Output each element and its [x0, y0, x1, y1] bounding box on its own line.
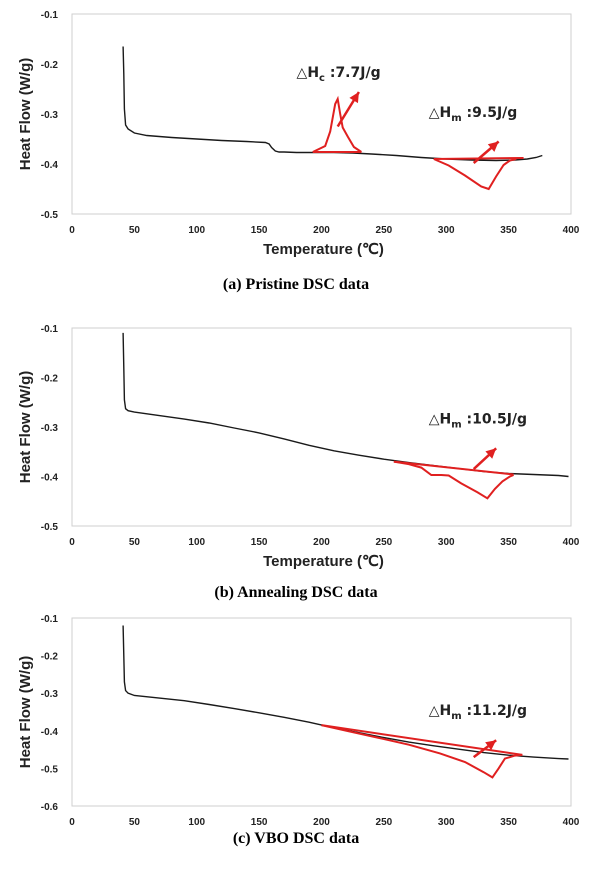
x-tick-label: 400	[563, 225, 580, 236]
peak-outline	[321, 724, 523, 779]
peak-annotation-endo: △Hm :10.5J/g	[393, 412, 527, 500]
x-tick-label: 300	[438, 225, 455, 236]
x-tick-label: 100	[188, 225, 205, 236]
y-tick-label: -0.5	[41, 522, 59, 533]
peak-outline	[433, 158, 517, 191]
figure-caption: (c) VBO DSC data	[232, 830, 360, 847]
y-tick-label: -0.3	[41, 423, 59, 434]
y-tick-label: -0.3	[41, 110, 59, 121]
plot-area	[71, 617, 572, 807]
y-tick-label: -0.2	[41, 374, 59, 385]
peak-outline	[393, 460, 514, 500]
arrow-head	[485, 448, 497, 459]
y-axis-title: Heat Flow (W/g)	[17, 656, 34, 769]
x-tick-label: 50	[129, 225, 141, 236]
x-tick-label: 250	[376, 537, 393, 548]
x-axis-title: Temperature (℃)	[263, 241, 384, 258]
y-tick-label: -0.4	[41, 160, 59, 171]
x-tick-label: 200	[313, 817, 330, 826]
y-tick-label: -0.4	[41, 473, 59, 484]
x-tick-label: 0	[69, 225, 75, 236]
dsc-chart-2: -0.1 -0.2 -0.3 -0.4 -0.5 0 50 100 150 200 250 300 35…	[17, 324, 580, 570]
y-tick-label: -0.1	[41, 10, 59, 21]
x-tick-label: 50	[129, 817, 141, 826]
plot-area	[71, 13, 572, 215]
x-tick-label: 150	[251, 817, 268, 826]
x-tick-label: 300	[438, 817, 455, 826]
enthalpy-label: △Hm :9.5J/g	[429, 105, 518, 124]
y-axis-title: Heat Flow (W/g)	[17, 58, 34, 171]
dsc-chart-3: -0.1 -0.2 -0.3 -0.4 -0.5 -0.6 0 50 100 150 200 250 3…	[17, 614, 580, 826]
x-tick-label: 100	[188, 817, 205, 826]
peak-annotation-endo: △Hm :9.5J/g	[429, 105, 524, 191]
x-tick-label: 400	[563, 817, 580, 826]
figure-caption: (a) Pristine DSC data	[222, 276, 370, 293]
arrow-head	[485, 740, 497, 751]
y-tick-label: -0.1	[41, 324, 59, 335]
y-tick-label: -0.4	[41, 727, 59, 738]
enthalpy-label: △Hc :7.7J/g	[297, 65, 381, 84]
x-tick-label: 0	[69, 817, 75, 826]
x-axis-title: Temperature (℃)	[263, 553, 384, 570]
arrow-head	[349, 92, 359, 104]
x-tick-label: 200	[313, 537, 330, 548]
y-tick-label: -0.1	[41, 614, 59, 625]
peak-baseline	[321, 724, 523, 756]
peak-annotation-exo: △Hc :7.7J/g	[297, 65, 381, 153]
heat-flow-curve	[122, 625, 569, 760]
figure-caption: (b) Annealing DSC data	[214, 584, 378, 601]
enthalpy-label: △Hm :11.2J/g	[429, 703, 527, 722]
x-tick-label: 350	[500, 537, 517, 548]
y-tick-label: -0.6	[41, 802, 59, 813]
y-tick-label: -0.2	[41, 652, 59, 663]
y-axis-title: Heat Flow (W/g)	[17, 371, 34, 484]
enthalpy-label: △Hm :10.5J/g	[429, 412, 527, 431]
y-tick-label: -0.5	[41, 210, 59, 221]
x-tick-label: 350	[500, 817, 517, 826]
arrow-head	[487, 141, 499, 152]
x-tick-label: 150	[251, 537, 268, 548]
y-tick-label: -0.3	[41, 689, 59, 700]
x-tick-label: 0	[69, 537, 75, 548]
x-tick-label: 350	[500, 225, 517, 236]
heat-flow-curve	[122, 46, 543, 162]
peak-outline	[312, 95, 362, 153]
peak-annotation-endo: △Hm :11.2J/g	[321, 703, 527, 779]
x-tick-label: 100	[188, 537, 205, 548]
x-tick-label: 250	[376, 225, 393, 236]
y-tick-label: -0.5	[41, 764, 59, 775]
x-tick-label: 50	[129, 537, 141, 548]
x-tick-label: 200	[313, 225, 330, 236]
peak-baseline	[393, 460, 514, 476]
x-tick-label: 300	[438, 537, 455, 548]
heat-flow-curve	[122, 332, 569, 478]
x-tick-label: 150	[251, 225, 268, 236]
x-tick-label: 250	[376, 817, 393, 826]
plot-area	[71, 327, 572, 527]
dsc-chart-1: -0.1 -0.2 -0.3 -0.4 -0.5 0 50 100 150 200 250 300 35…	[17, 10, 580, 258]
x-tick-label: 400	[563, 537, 580, 548]
y-tick-label: -0.2	[41, 60, 59, 71]
